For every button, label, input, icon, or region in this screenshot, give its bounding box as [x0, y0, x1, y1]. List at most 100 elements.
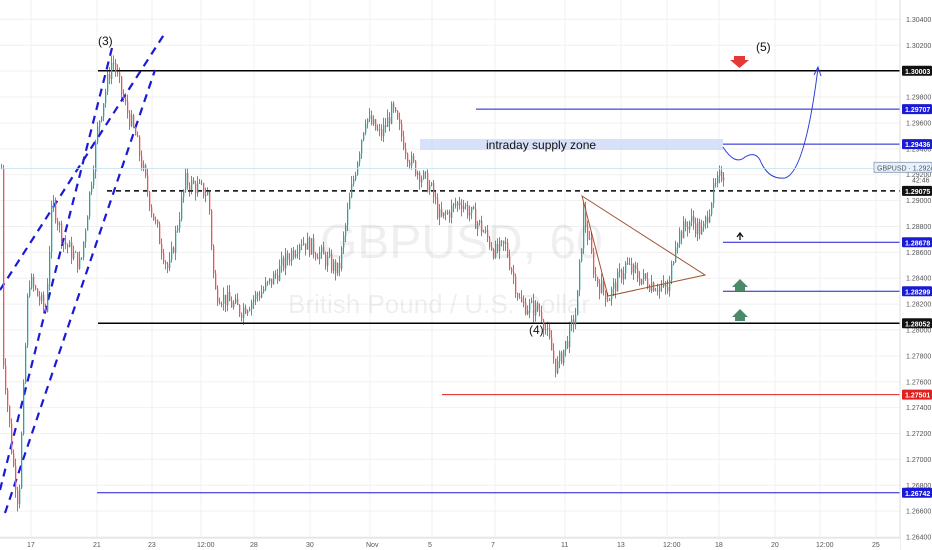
time-tick-label: 11 [561, 542, 568, 549]
candle-body [77, 252, 79, 269]
candle-body [151, 207, 153, 214]
time-tick-label: 12:00 [197, 542, 215, 549]
candle-body [371, 115, 373, 125]
candle-body [245, 307, 247, 314]
candle-body [191, 180, 193, 191]
price-levels [97, 70, 900, 494]
candle-body [21, 433, 23, 488]
candle-body [375, 119, 377, 130]
candle-body [73, 252, 75, 259]
candle-body [687, 226, 689, 230]
wave-5-label: (5) [756, 40, 771, 54]
candle-body [127, 101, 129, 114]
candle-body [685, 221, 687, 227]
candle-body [629, 263, 631, 265]
candle-body [691, 216, 693, 222]
candle-body [199, 182, 201, 184]
candle-body [233, 302, 235, 308]
candle-body [527, 310, 529, 315]
price-tick-label: 1.26800 [906, 483, 931, 490]
candle-body [101, 116, 103, 121]
candle-body [569, 324, 571, 348]
candle-body [643, 273, 645, 279]
candle-body [123, 94, 125, 100]
candle-body [17, 490, 19, 505]
candle-body [415, 160, 417, 176]
candle-body [143, 165, 145, 169]
candle-body [11, 423, 13, 454]
time-tick-label: 12:00 [663, 542, 681, 549]
candle-body [313, 238, 315, 254]
price-tick-label: 1.28800 [906, 224, 931, 231]
candle-body [483, 231, 485, 233]
price-tick-label: 1.26400 [906, 535, 931, 542]
candle-body [413, 155, 415, 161]
candle-body [231, 301, 233, 308]
candle-body [349, 197, 351, 209]
candle-body [203, 183, 205, 196]
candle-body [377, 129, 379, 131]
candle-body [9, 406, 11, 424]
channel-line [0, 32, 166, 291]
candle-body [635, 264, 637, 270]
candle-body [171, 247, 173, 260]
candle-body [655, 290, 657, 292]
up-arrow [732, 279, 748, 291]
candle-body [301, 244, 303, 246]
candle-body [327, 256, 329, 266]
price-tick-label: 1.26600 [906, 509, 931, 516]
candle-body [679, 231, 681, 244]
candle-body [117, 71, 119, 73]
candle-body [567, 341, 569, 348]
candle-body [299, 245, 301, 253]
candle-body [207, 191, 209, 196]
candle-body [675, 247, 677, 262]
candle-body [507, 242, 509, 257]
candle-body [211, 210, 213, 247]
candle-body [263, 289, 265, 292]
price-tick-label: 1.27800 [906, 353, 931, 360]
candle-body [13, 453, 15, 466]
candle-body [121, 76, 123, 95]
candle-body [673, 261, 675, 265]
candle-body [289, 259, 291, 261]
candle-body [167, 263, 169, 269]
candle-body [479, 220, 481, 224]
candle-body [25, 345, 27, 383]
candle-body [273, 273, 275, 285]
candle-body [707, 216, 709, 223]
candle-body [627, 262, 629, 265]
candle-body [715, 183, 717, 184]
candle-body [131, 115, 133, 127]
candle-body [575, 315, 577, 325]
candle-body [91, 185, 93, 192]
price-tick-label: 1.29600 [906, 120, 931, 127]
level-price-label: 1.28052 [905, 321, 930, 328]
candle-body [559, 352, 561, 362]
down-arrow [730, 56, 749, 68]
candle-body [495, 244, 497, 258]
candle-body [485, 230, 487, 232]
candle-body [515, 276, 517, 294]
projection-path [722, 65, 822, 179]
price-tick-label: 1.27600 [906, 379, 931, 386]
price-tick-label: 1.27200 [906, 431, 931, 438]
candle-body [467, 204, 469, 216]
candle-body [197, 183, 199, 194]
candle-body [463, 206, 465, 210]
candle-body [7, 390, 9, 407]
time-tick-label: 23 [148, 542, 156, 549]
candle-body [183, 190, 185, 198]
candle-body [333, 261, 335, 271]
candle-body [141, 156, 143, 169]
candle-body [471, 207, 473, 213]
watermark: GBPUSD, 60 British Pound / U.S. Dollar [288, 216, 603, 319]
candle-body [303, 243, 305, 245]
time-tick-label: 28 [250, 542, 258, 549]
candle-body [403, 136, 405, 149]
candle-body [229, 291, 231, 302]
time-tick-label: 25 [872, 542, 880, 549]
candle-body [395, 107, 397, 112]
